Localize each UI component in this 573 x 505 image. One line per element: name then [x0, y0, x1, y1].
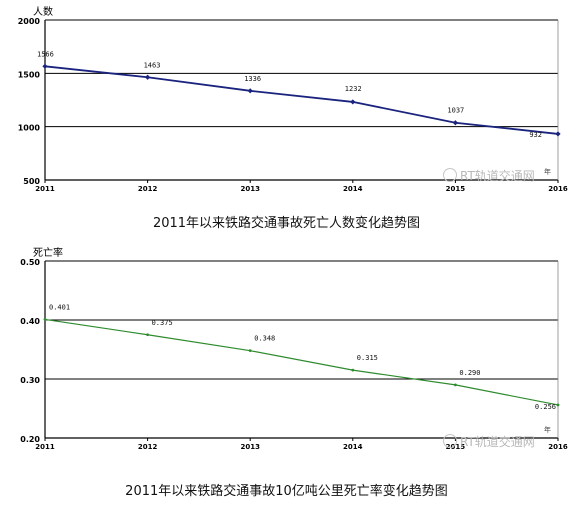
- data-point: [42, 63, 48, 69]
- data-point: [43, 318, 47, 321]
- x-tick-label: 2012: [138, 443, 158, 451]
- series-line: [44, 318, 559, 406]
- y-tick-label: 0.40: [20, 317, 40, 326]
- data-point: [556, 403, 560, 407]
- x-axis-unit: 年: [544, 167, 551, 176]
- y-tick-label: 0.50: [20, 258, 40, 267]
- y-tick-label: 1000: [18, 124, 41, 133]
- y-tick-label: 2000: [18, 17, 41, 26]
- y-tick-label: 0.20: [20, 435, 40, 444]
- data-label: 1463: [144, 61, 161, 69]
- x-tick-label: 2014: [343, 185, 363, 193]
- y-tick-label: 500: [23, 177, 40, 186]
- x-axis-unit: 年: [544, 425, 551, 434]
- data-point: [146, 333, 150, 337]
- data-label: 0.315: [357, 354, 378, 362]
- data-point: [351, 368, 355, 372]
- wechat-icon: [443, 168, 457, 182]
- y-tick-label: 0.30: [20, 376, 40, 385]
- watermark-2: RT轨道交通网: [443, 433, 535, 450]
- data-point: [247, 88, 253, 94]
- data-point: [454, 383, 457, 387]
- x-tick-label: 2014: [343, 443, 363, 451]
- data-label: 0.348: [254, 335, 275, 343]
- y-axis-title: 死亡率: [33, 246, 63, 259]
- y-axis-title: 人数: [33, 5, 53, 18]
- data-label: 0.256: [535, 403, 556, 411]
- data-point: [145, 74, 151, 80]
- data-point: [248, 349, 252, 353]
- watermark-1: RT轨道交通网: [443, 167, 535, 184]
- x-tick-label: 2015: [446, 443, 466, 451]
- data-point: [555, 131, 561, 137]
- data-point: [452, 120, 458, 126]
- data-label: 1336: [244, 75, 261, 83]
- x-tick-label: 2013: [240, 185, 260, 193]
- x-tick-label: 2011: [35, 443, 55, 451]
- data-point: [350, 99, 356, 105]
- chart-2-caption: 2011年以来铁路交通事故10亿吨公里死亡率变化趋势图: [125, 484, 448, 499]
- data-label: 0.375: [152, 319, 173, 327]
- watermark-text-2: RT轨道交通网: [460, 435, 535, 449]
- x-tick-label: 2016: [548, 443, 568, 451]
- data-label: 1566: [37, 50, 54, 58]
- x-tick-label: 2012: [138, 185, 158, 193]
- series-line: [44, 65, 559, 135]
- data-label: 1232: [345, 85, 362, 93]
- data-label: 932: [529, 131, 542, 139]
- y-tick-label: 1500: [18, 70, 41, 79]
- data-label: 1037: [447, 107, 464, 115]
- chart-1-caption: 2011年以来铁路交通事故死亡人数变化趋势图: [152, 216, 421, 231]
- x-tick-label: 2013: [240, 443, 260, 451]
- data-label: 0.401: [49, 303, 70, 311]
- wechat-icon: [443, 434, 457, 448]
- watermark-text-1: RT轨道交通网: [460, 169, 535, 183]
- x-tick-label: 2011: [35, 185, 55, 193]
- data-label: 0.290: [459, 369, 480, 377]
- x-tick-label: 2015: [446, 185, 466, 193]
- x-tick-label: 2016: [548, 185, 568, 193]
